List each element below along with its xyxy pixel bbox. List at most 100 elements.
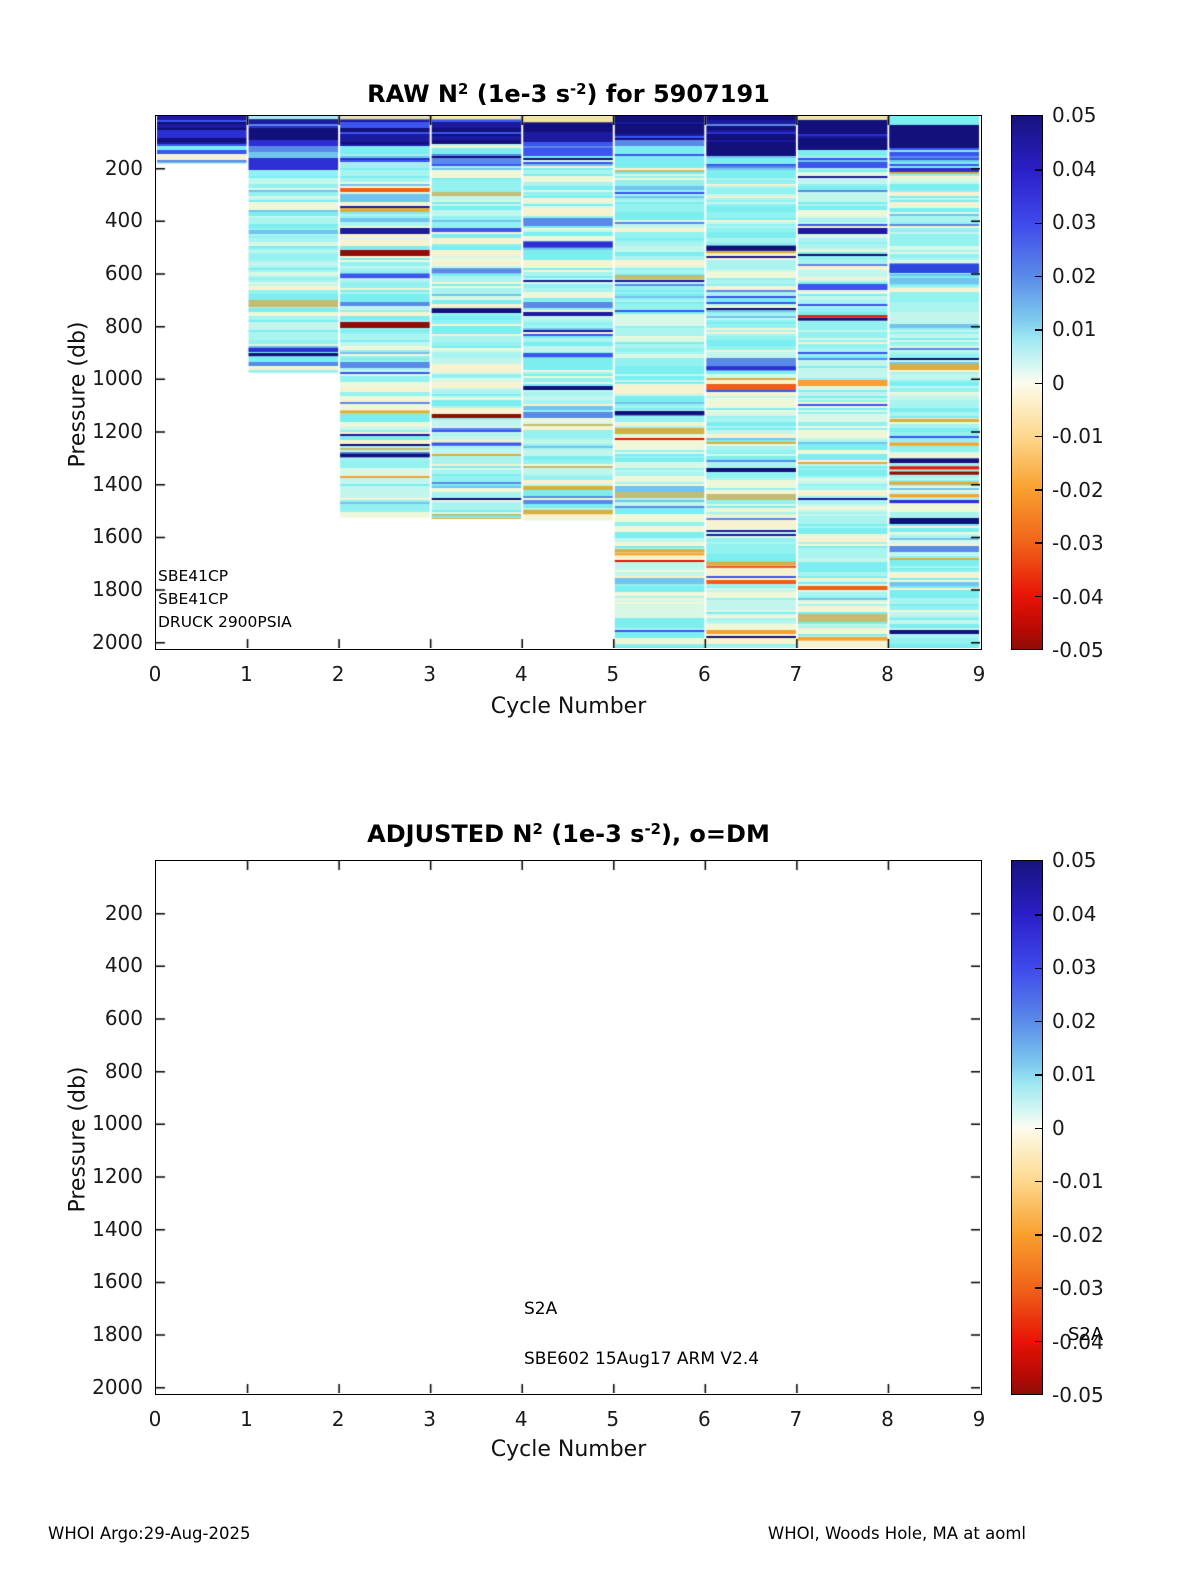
raw-title-post: ) for 5907191 — [586, 80, 770, 109]
footer-institution: WHOI, Woods Hole, MA at aoml — [767, 1524, 1026, 1543]
y-tick-label: 200 — [104, 900, 143, 925]
y-tick-label: 1800 — [92, 1322, 143, 1347]
x-tick-label: 3 — [423, 1407, 437, 1431]
adjusted-heatmap-plot: S2A SBE602 15Aug17 ARM V2.4 — [155, 860, 982, 1395]
colorbar-tick-label: 0 — [1052, 1115, 1065, 1140]
colorbar-notch — [1035, 1127, 1042, 1129]
y-tick-label: 2000 — [92, 1374, 143, 1399]
colorbar-tick-label: 0.01 — [1052, 1062, 1097, 1086]
x-tick-label: 7 — [789, 662, 803, 686]
raw-x-axis-label: Cycle Number — [490, 694, 647, 719]
colorbar-tick-label: 0.01 — [1052, 317, 1097, 341]
adj-title-mid: (1e-3 s — [542, 820, 645, 849]
colorbar-tick-label: 0.02 — [1052, 263, 1097, 288]
colorbar-tick-label: 0.04 — [1052, 156, 1097, 181]
colorbar-tick-label: 0.03 — [1052, 210, 1097, 234]
colorbar-notch — [1035, 1340, 1042, 1343]
x-tick-label: 8 — [881, 662, 894, 686]
x-tick-label: 4 — [514, 662, 528, 686]
colorbar-tick-label: -0.03 — [1052, 1276, 1104, 1300]
colorbar-notch — [1035, 169, 1042, 171]
x-tick-label: 2 — [331, 1407, 345, 1431]
x-tick-label: 1 — [240, 662, 253, 686]
y-tick-label: 1600 — [92, 524, 143, 549]
y-tick-label: 1200 — [92, 419, 143, 444]
colorbar-notch — [1035, 489, 1042, 491]
adj-title-sup1: 2 — [532, 820, 543, 838]
adjusted-heatmap-canvas — [156, 861, 980, 1393]
colorbar-tick-label: -0.01 — [1052, 1169, 1104, 1193]
y-tick-label: 1400 — [92, 1216, 143, 1241]
raw-heatmap-plot: SBE41CP SBE41CP DRUCK 2900PSIA — [155, 115, 982, 650]
y-tick-label: 1400 — [92, 471, 143, 496]
annotation-sbe602: SBE602 15Aug17 ARM V2.4 — [524, 1349, 760, 1369]
colorbar-notch — [1035, 595, 1042, 598]
colorbar-overlay-s2a: S2A — [1068, 1324, 1104, 1345]
x-tick-label: 5 — [606, 662, 620, 686]
colorbar-notch — [1035, 222, 1042, 225]
colorbar-notch — [1035, 1074, 1042, 1076]
colorbar-tick-label: -0.05 — [1052, 638, 1104, 662]
raw-title-mid: (1e-3 s — [468, 80, 570, 109]
colorbar-tick-label: 0.02 — [1052, 1008, 1097, 1033]
colorbar-tick-label: -0.01 — [1052, 424, 1104, 448]
colorbar-notch — [1035, 382, 1042, 384]
colorbar-tick-label: -0.04 — [1052, 584, 1104, 609]
y-tick-label: 2000 — [92, 629, 143, 654]
colorbar-notch — [1035, 329, 1042, 331]
x-tick-label: 5 — [606, 1407, 620, 1431]
colorbar-tick-label: -0.02 — [1052, 477, 1104, 502]
colorbar-notch — [1035, 275, 1042, 278]
annotation-druck: DRUCK 2900PSIA — [158, 613, 292, 631]
colorbar-notch — [1035, 1020, 1042, 1023]
y-tick-label: 800 — [104, 313, 143, 338]
adj-title-sup2: -2 — [644, 820, 661, 838]
y-tick-label: 400 — [104, 208, 143, 233]
adjusted-plot-title: ADJUSTED N2 (1e-3 s-2), o=DM — [155, 820, 982, 848]
raw-heatmap-canvas — [156, 116, 980, 648]
colorbar-notch — [1035, 914, 1042, 916]
raw-colorbar — [1011, 115, 1043, 650]
y-tick-label: 1000 — [92, 366, 143, 391]
colorbar-tick-label: -0.04 — [1052, 1329, 1104, 1354]
footer-date-stamp: WHOI Argo:29-Aug-2025 — [48, 1524, 251, 1543]
colorbar-tick-label: -0.03 — [1052, 531, 1104, 555]
y-tick-label: 200 — [104, 155, 143, 180]
x-tick-label: 1 — [240, 1407, 253, 1431]
y-tick-label: 1600 — [92, 1269, 143, 1294]
colorbar-tick-label: -0.05 — [1052, 1383, 1104, 1407]
raw-sensor-annotations: SBE41CP SBE41CP DRUCK 2900PSIA — [158, 565, 292, 634]
colorbar-notch — [1035, 1234, 1042, 1236]
x-tick-label: 0 — [148, 1407, 162, 1431]
colorbar-tick-label: 0 — [1052, 370, 1065, 395]
y-tick-label: 600 — [104, 1006, 143, 1031]
adjusted-colorbar — [1011, 860, 1043, 1395]
y-tick-label: 1200 — [92, 1164, 143, 1189]
raw-title-sup1: 2 — [458, 80, 469, 98]
y-tick-label: 600 — [104, 261, 143, 286]
colorbar-notch — [1035, 435, 1042, 438]
y-tick-label: 400 — [104, 953, 143, 978]
y-tick-label: 800 — [104, 1058, 143, 1083]
colorbar-tick-label: 0.05 — [1052, 848, 1097, 872]
x-tick-label: 2 — [331, 662, 345, 686]
colorbar-tick-label: 0.05 — [1052, 103, 1097, 127]
raw-title-text: RAW N — [367, 80, 459, 109]
adj-title-post: ), o=DM — [660, 820, 770, 849]
colorbar-tick-label: -0.02 — [1052, 1222, 1104, 1247]
annotation-sbe41cp-1: SBE41CP — [158, 567, 229, 585]
x-tick-label: 0 — [148, 662, 162, 686]
y-tick-label: 1800 — [92, 577, 143, 602]
y-tick-label: 1000 — [92, 1111, 143, 1136]
colorbar-notch — [1035, 1287, 1042, 1289]
x-tick-label: 7 — [789, 1407, 803, 1431]
colorbar-notch — [1035, 542, 1042, 544]
x-tick-label: 8 — [881, 1407, 894, 1431]
annotation-sbe41cp-2: SBE41CP — [158, 590, 229, 608]
colorbar-tick-label: 0.04 — [1052, 901, 1097, 926]
x-tick-label: 4 — [514, 1407, 528, 1431]
adjusted-x-axis-label: Cycle Number — [490, 1437, 647, 1462]
x-tick-label: 9 — [972, 662, 986, 686]
colorbar-tick-label: 0.03 — [1052, 955, 1097, 979]
